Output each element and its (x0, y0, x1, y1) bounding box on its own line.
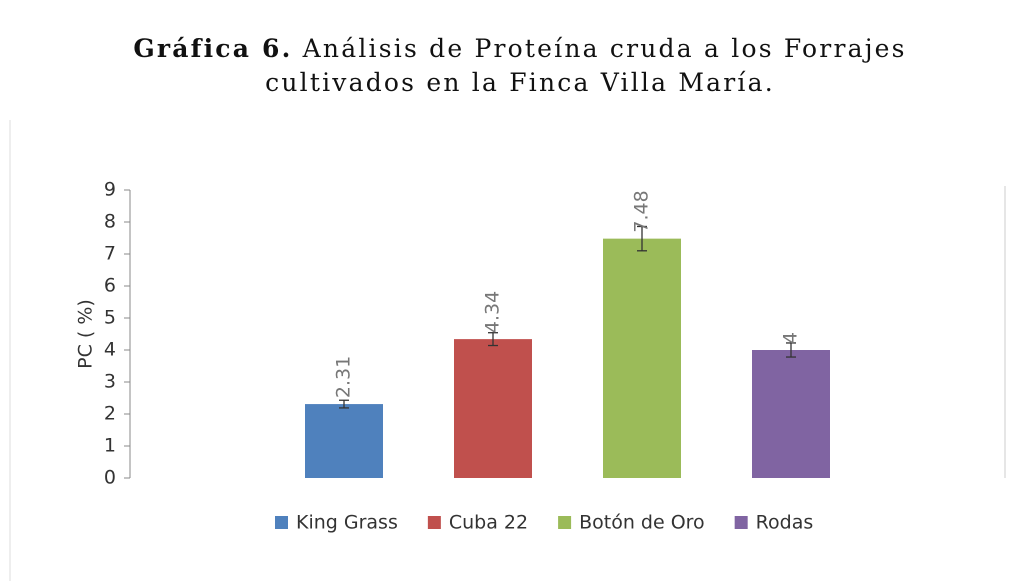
chart-title: Gráfica 6. Análisis de Proteína cruda a … (120, 32, 920, 100)
bar (305, 404, 383, 478)
title-label: Gráfica 6. (133, 34, 293, 63)
data-label: 2.31 (333, 356, 355, 398)
y-tick-label: 6 (104, 275, 116, 297)
legend-label: Cuba 22 (449, 512, 528, 534)
y-axis-label: PC ( %) (75, 299, 97, 369)
legend-label: King Grass (296, 512, 398, 534)
y-tick-label: 4 (104, 339, 116, 361)
y-tick-label: 0 (104, 467, 116, 489)
y-tick-label: 8 (104, 211, 116, 233)
legend-swatch (558, 516, 572, 529)
data-label: 7.48 (631, 190, 653, 232)
legend-swatch (734, 516, 748, 529)
y-tick-label: 9 (104, 179, 116, 201)
bar (603, 238, 681, 478)
data-label: 4 (780, 332, 802, 344)
bar (752, 350, 830, 478)
y-tick-label: 2 (104, 403, 116, 425)
legend-swatch (275, 516, 288, 529)
legend-swatch (427, 516, 441, 529)
legend-label: Botón de Oro (579, 512, 705, 534)
y-tick-label: 7 (104, 243, 116, 265)
y-tick-label: 1 (104, 435, 116, 457)
legend-label: Rodas (756, 512, 814, 534)
y-tick-label: 3 (104, 371, 116, 393)
data-label: 4.34 (482, 291, 504, 333)
bar (454, 339, 532, 478)
title-text: Análisis de Proteína cruda a los Forraje… (265, 34, 907, 97)
y-tick-label: 5 (104, 307, 116, 329)
